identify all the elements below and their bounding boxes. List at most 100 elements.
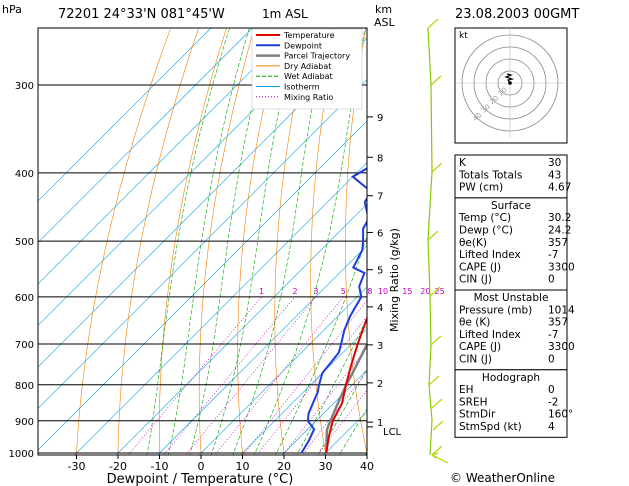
most-unstable-box-row-value: 0	[548, 354, 555, 366]
pressure-tick-label: 900	[15, 417, 34, 428]
wind-barb	[431, 454, 449, 464]
legend-box	[251, 28, 363, 110]
wind-barb	[427, 230, 439, 241]
most-unstable-box-row-label: CAPE (J)	[459, 341, 501, 353]
wet-adiabat-line	[338, 408, 367, 455]
indices-box-frame	[454, 154, 568, 199]
height-tick-label: 6	[377, 229, 383, 240]
dry-adiabat-line	[310, 28, 339, 455]
indices-box-row-value: 30	[548, 157, 561, 169]
surface-box-row-value: 30.2	[548, 212, 571, 224]
dry-adiabat-line	[345, 28, 367, 455]
parcel-trajectory-line	[325, 341, 367, 454]
legend-label: Mixing Ratio	[284, 93, 333, 102]
hodograph-indices-box-frame	[454, 369, 568, 438]
wet-adiabat-line	[296, 317, 367, 455]
wet-adiabat-line	[167, 28, 250, 455]
mixing-ratio-line	[301, 370, 367, 455]
isotherm-line	[38, 28, 253, 243]
temperature-tick-label: -10	[151, 460, 169, 473]
most-unstable-box-row-value: 1014	[548, 304, 575, 316]
pressure-tick-label: 500	[15, 237, 34, 248]
isotherm-line	[38, 28, 212, 202]
height-tick-label: 5	[377, 266, 383, 277]
wet-adiabat-line	[317, 368, 367, 455]
wind-barb	[431, 445, 443, 456]
legend-label: Parcel Trajectory	[284, 52, 350, 61]
isotherm-line	[74, 162, 367, 455]
height-tick-label: 7	[377, 192, 383, 203]
temperature-tick-label: 40	[360, 460, 374, 473]
left-unit-label: hPa	[2, 3, 22, 16]
mixing-ratio-line	[127, 296, 262, 455]
hodograph-trace	[504, 73, 515, 84]
mixing-ratio-line	[316, 389, 367, 455]
most-unstable-box-title: Most Unstable	[474, 292, 549, 304]
pressure-tick-label: 300	[15, 81, 34, 92]
wind-barb	[432, 420, 444, 431]
dry-adiabat-line	[274, 28, 311, 455]
mixing-ratio-label: 5	[341, 287, 346, 296]
most-unstable-box-row-label: CIN (J)	[459, 354, 492, 366]
mixing-ratio-line	[185, 296, 317, 455]
indices-box-row-label: Totals Totals	[458, 169, 522, 181]
hodograph-ring-label: 20	[488, 94, 500, 106]
most-unstable-box-row-label: θe (K)	[459, 317, 490, 329]
x-axis-title: Dewpoint / Temperature (°C)	[107, 472, 294, 486]
hodograph-indices-box-row-label: EH	[459, 384, 474, 396]
surface-box-row-label: CIN (J)	[459, 274, 492, 286]
pressure-tick-label: 400	[15, 169, 34, 180]
most-unstable-box-row-label: Pressure (mb)	[459, 304, 532, 316]
mixing-ratio-line	[214, 296, 344, 455]
pressure-tick-label: 600	[15, 293, 34, 304]
height-tick-label: 2	[377, 379, 383, 390]
mixing-ratio-label: 20	[420, 287, 430, 296]
wet-adiabat-line	[146, 28, 230, 455]
wet-adiabat-line	[210, 28, 298, 455]
temperature-tick-label: 20	[277, 460, 291, 473]
indices-box-row-label: K	[459, 157, 467, 169]
wind-profile	[427, 18, 449, 464]
dry-adiabat-line	[412, 0, 455, 468]
mixing-ratio-line	[163, 296, 296, 455]
wind-barb	[427, 18, 439, 29]
surface-box-frame	[454, 197, 568, 291]
wet-adiabat-line	[189, 28, 272, 455]
pressure-tick-label: 800	[15, 381, 34, 392]
surface-box-title: Surface	[491, 200, 531, 212]
hodograph-center	[508, 81, 512, 85]
pressure-tick-label: 1000	[9, 449, 34, 460]
isotherm-line	[198, 286, 367, 455]
mixing-ratio-labels: 1 2 3 5 8 10 15 20 25	[259, 287, 445, 296]
most-unstable-box-row-value: -7	[548, 329, 558, 341]
wind-barb	[428, 375, 440, 386]
wet-adiabat-line	[253, 28, 366, 455]
indices-box-row-value: 43	[548, 169, 561, 181]
most-unstable-box-frame	[454, 289, 568, 371]
hodograph-indices-box-title: Hodograph	[482, 372, 540, 384]
isotherm-line	[157, 245, 367, 455]
temperature-tick-label: 10	[236, 460, 250, 473]
isotherm-line	[115, 203, 367, 455]
dry-adiabat-line	[616, 0, 629, 468]
surface-box-row-label: CAPE (J)	[459, 261, 501, 273]
dry-adiabat-line	[117, 28, 199, 455]
height-tick-label: 8	[377, 153, 383, 164]
mixing-ratio-line	[282, 347, 367, 455]
sounding-series	[300, 167, 367, 454]
wind-staff-line	[427, 27, 433, 456]
hodograph-indices-box-row-label: StmDir	[459, 409, 496, 421]
mixing-ratio-label: 3	[313, 287, 318, 296]
wind-barb	[431, 398, 443, 409]
surface-box-row-value: -7	[548, 249, 558, 261]
surface-box-row-label: Temp (°C)	[458, 212, 511, 224]
indices-tables: K 30 Totals Totals 43 PW (cm) 4.67 SurfaceTemp…	[454, 154, 575, 438]
hodograph-ring-label: 30	[480, 103, 492, 115]
height-tick-label: 1	[377, 418, 383, 429]
mixing-ratio-label: 25	[435, 287, 445, 296]
legend-label: Temperature	[283, 31, 335, 40]
dry-adiabat-line	[76, 28, 171, 455]
asl-unit-label: ASL	[374, 16, 396, 29]
hodograph-ring-label: 10	[497, 86, 509, 98]
